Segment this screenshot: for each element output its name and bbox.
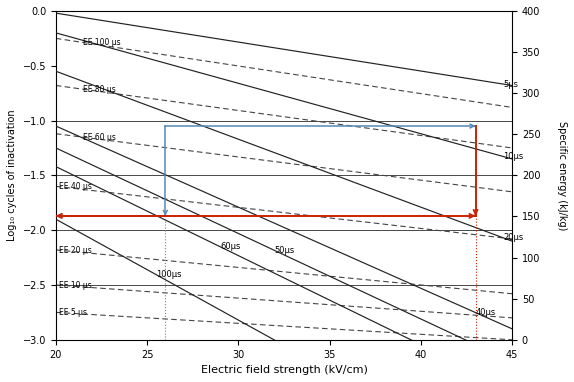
Text: EE 40 μs: EE 40 μs <box>60 182 92 191</box>
Text: EE 80 μs: EE 80 μs <box>83 85 116 94</box>
Text: 40μs: 40μs <box>475 308 496 317</box>
Text: EE 100 μs: EE 100 μs <box>83 38 121 47</box>
Text: EE 20 μs: EE 20 μs <box>60 246 92 255</box>
Text: EE 60 μs: EE 60 μs <box>83 133 116 142</box>
Text: 60μs: 60μs <box>220 242 241 251</box>
Text: 50μs: 50μs <box>275 246 295 255</box>
X-axis label: Electric field strength (kV/cm): Electric field strength (kV/cm) <box>200 365 367 375</box>
Text: 10μs: 10μs <box>503 152 523 161</box>
Text: EE 5 μs: EE 5 μs <box>60 308 87 317</box>
Text: EE 10 μs: EE 10 μs <box>60 281 92 290</box>
Y-axis label: Specific energy (kJ/kg): Specific energy (kJ/kg) <box>557 121 567 230</box>
Text: 20μs: 20μs <box>503 233 523 242</box>
Text: 5μs: 5μs <box>503 79 518 89</box>
Y-axis label: Log₁₀ cycles of inactivation: Log₁₀ cycles of inactivation <box>7 110 17 241</box>
Text: 100μs: 100μs <box>156 270 182 279</box>
